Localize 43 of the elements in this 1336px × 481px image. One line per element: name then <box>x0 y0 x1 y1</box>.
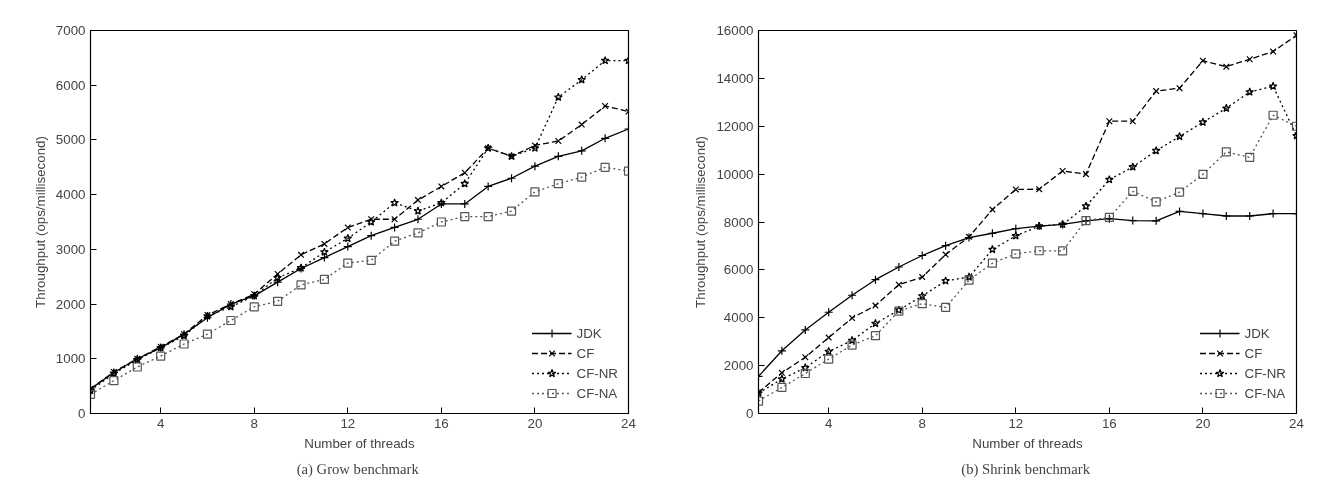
y-tick-label: 14000 <box>716 70 754 86</box>
y-tick-label: 6000 <box>55 77 86 93</box>
legend-label: CF-NA <box>1244 385 1286 401</box>
y-tick-label: 16000 <box>716 23 754 38</box>
legend-label: JDK <box>576 325 602 341</box>
x-tick-label: 12 <box>340 415 356 431</box>
x-tick-label: 8 <box>918 415 926 431</box>
legend-label: CF-NA <box>576 385 618 401</box>
y-tick-label: 10000 <box>716 166 754 182</box>
legend-label: CF-NR <box>1244 365 1286 381</box>
x-tick-label: 16 <box>433 415 449 431</box>
legend-label: CF-NR <box>576 365 618 381</box>
x-axis-title: Number of threads <box>972 435 1084 451</box>
text: (a) Grow benchmark <box>296 460 420 478</box>
y-tick-label: 2000 <box>55 296 86 312</box>
y-tick-label: 2000 <box>723 358 754 374</box>
y-tick-label: 6000 <box>723 262 754 278</box>
legend-label: JDK <box>1244 325 1270 341</box>
y-tick-label: 5000 <box>55 132 86 148</box>
y-tick-label: 3000 <box>55 241 86 257</box>
x-tick-label: 16 <box>1101 415 1117 431</box>
x-tick-label: 8 <box>250 415 258 431</box>
x-tick-label: 24 <box>621 415 637 431</box>
y-tick-label: 0 <box>746 406 754 421</box>
y-axis-title: Throughput (ops/millisecond) <box>32 136 48 308</box>
y-tick-label: 1000 <box>55 351 86 367</box>
y-tick-label: 7000 <box>55 23 86 38</box>
y-tick-label: 4000 <box>55 187 86 203</box>
x-tick-label: 4 <box>824 415 833 431</box>
y-tick-label: 12000 <box>716 118 754 134</box>
x-axis-title: Number of threads <box>304 435 416 451</box>
x-tick-label: 4 <box>156 415 165 431</box>
y-axis-title: Throughput (ops/millisecond) <box>693 136 709 308</box>
x-tick-label: 24 <box>1289 415 1305 431</box>
y-tick-label: 0 <box>78 406 86 421</box>
y-tick-label: 4000 <box>723 310 754 326</box>
legend-label: CF <box>1244 345 1264 361</box>
x-tick-label: 20 <box>527 415 543 431</box>
y-tick-label: 8000 <box>723 214 754 230</box>
x-tick-label: 12 <box>1008 415 1024 431</box>
text: (b) Shrink benchmark <box>961 460 1091 478</box>
x-tick-label: 20 <box>1195 415 1211 431</box>
legend-label: CF <box>576 345 596 361</box>
